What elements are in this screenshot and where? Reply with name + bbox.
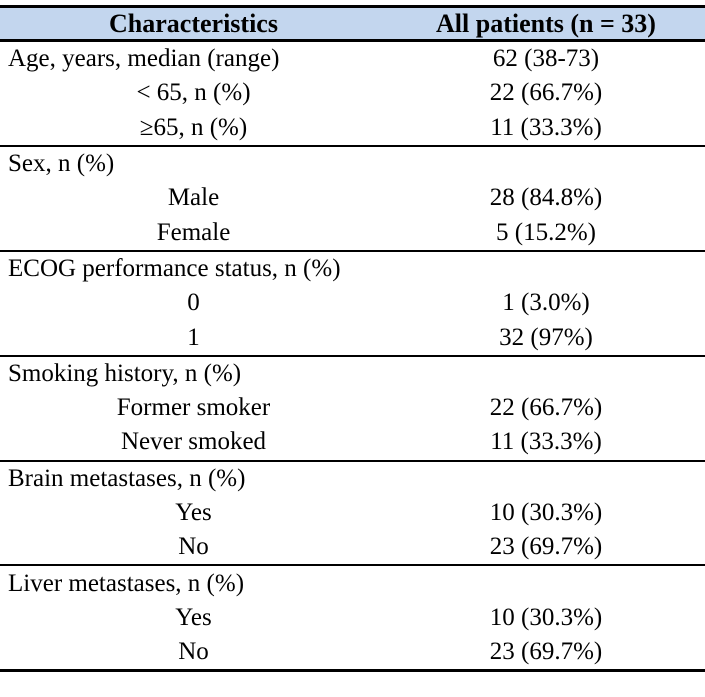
table-body: Age, years, median (range) 62 (38-73) < … [0,41,705,673]
row-label: Female [156,218,231,246]
row-value: 1 (3.0%) [502,289,590,317]
row-liver-yes: Yes 10 (30.3%) [0,601,705,635]
row-age-lt65: < 65, n (%) 22 (66.7%) [0,76,705,110]
row-sex: Sex, n (%) [0,144,705,182]
row-smoking-never: Never smoked 11 (33.3%) [0,425,705,460]
patient-characteristics-section: Characteristics All patients (n = 33) Ag… [0,5,705,673]
row-value: 11 (33.3%) [490,428,602,456]
row-smoking-former: Former smoker 22 (66.7%) [0,391,705,425]
row-sex-male: Male 28 (84.8%) [0,181,705,215]
row-value: 11 (33.3%) [490,113,602,141]
row-label: ECOG performance status, n (%) [0,249,387,287]
row-label: Never smoked [120,428,267,456]
row-label: Brain metastases, n (%) [0,459,387,496]
row-smoking: Smoking history, n (%) [0,354,705,391]
row-value [387,354,705,391]
row-value: 22 (66.7%) [489,79,603,107]
row-label: Liver metastases, n (%) [0,564,387,601]
row-value: 62 (38-73) [492,45,600,73]
row-label: Yes [175,603,212,631]
patient-characteristics-table: Characteristics All patients (n = 33) Ag… [0,5,705,673]
row-value: 10 (30.3%) [489,499,603,526]
row-label: ≥65, n (%) [139,113,248,141]
row-brain-no: No 23 (69.7%) [0,530,705,565]
row-label: 0 [187,289,200,317]
table-header-row: Characteristics All patients (n = 33) [0,5,705,42]
row-label: < 65, n (%) [136,79,251,107]
header-all-patients: All patients (n = 33) [387,5,705,42]
row-label: No [178,533,209,561]
row-label: 1 [187,323,200,351]
row-value: 23 (69.7%) [489,533,603,561]
row-label: Former smoker [116,394,271,422]
row-liver-mets: Liver metastases, n (%) [0,564,705,601]
row-label: Smoking history, n (%) [0,354,387,391]
row-value: 23 (69.7%) [387,635,705,673]
row-value [387,249,705,287]
row-value [387,144,705,182]
row-label: Age, years, median (range) [8,45,280,73]
table-head: Characteristics All patients (n = 33) [0,5,705,42]
row-ecog-0: 0 1 (3.0%) [0,286,705,320]
row-brain-yes: Yes 10 (30.3%) [0,496,705,530]
row-age-median: Age, years, median (range) 62 (38-73) [0,41,705,77]
header-characteristics: Characteristics [0,5,387,42]
row-value: 22 (66.7%) [489,394,603,422]
row-value: 28 (84.8%) [489,184,603,212]
row-liver-no: No 23 (69.7%) [0,635,705,673]
row-value [387,564,705,601]
row-value: 10 (30.3%) [489,603,603,631]
row-value: 5 (15.2%) [496,218,596,246]
row-age-ge65: ≥65, n (%) 11 (33.3%) [0,111,705,146]
row-value: 32 (97%) [499,323,593,351]
row-sex-female: Female 5 (15.2%) [0,215,705,250]
row-label: No [0,635,387,673]
row-ecog: ECOG performance status, n (%) [0,249,705,287]
row-ecog-1: 1 32 (97%) [0,320,705,355]
row-value [387,459,705,496]
row-label: Male [167,184,220,212]
row-brain-mets: Brain metastases, n (%) [0,459,705,496]
row-label: Yes [175,499,212,526]
row-label: Sex, n (%) [0,144,387,182]
